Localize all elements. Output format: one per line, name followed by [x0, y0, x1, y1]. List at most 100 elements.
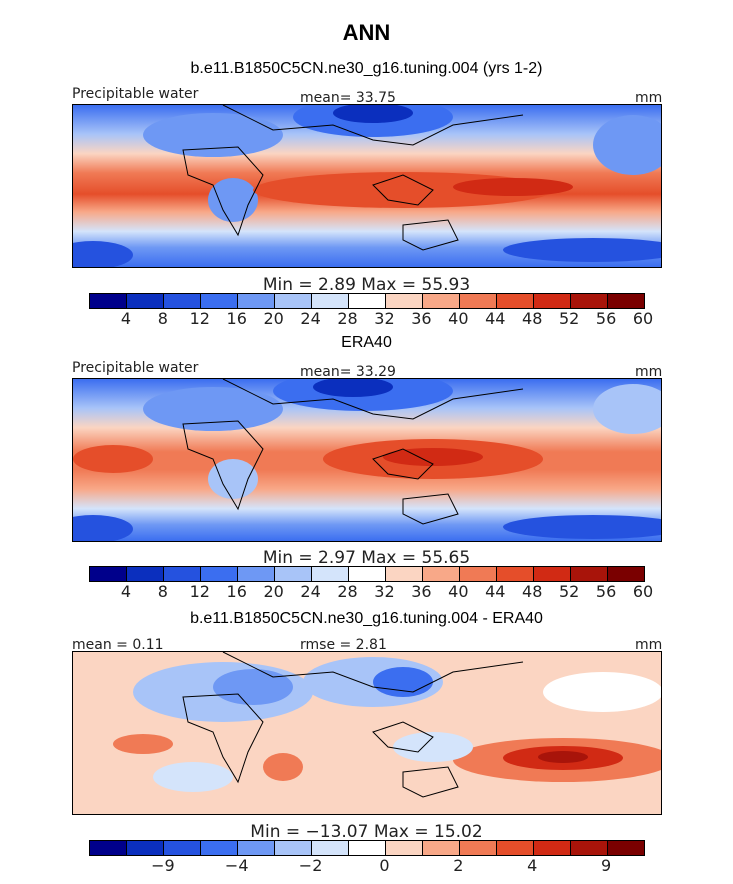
panel2-map [72, 378, 662, 542]
colorbar-swatch [127, 841, 164, 855]
colorbar-swatch [497, 567, 534, 581]
panel2-title: ERA40 [341, 334, 392, 351]
colorbar-tick-label: 48 [522, 309, 543, 328]
panel2-stats: Min = 2.97 Max = 55.65 [262, 548, 471, 568]
colorbar-swatch [312, 841, 349, 855]
figure-title: ANN [342, 20, 391, 45]
colorbar-swatch [571, 567, 608, 581]
panel2-left-label: Precipitable water [72, 360, 199, 376]
panel2-field [73, 379, 661, 541]
colorbar-swatch [238, 841, 275, 855]
colorbar-swatch [349, 841, 386, 855]
colorbar-tick-label: 24 [300, 582, 321, 601]
colorbar-swatch [275, 567, 312, 581]
colorbar-swatch [460, 567, 497, 581]
colorbar-tick-label: 16 [226, 309, 247, 328]
colorbar-swatch [386, 567, 423, 581]
colorbar-tick-label: 4 [527, 856, 538, 875]
panel3-field [73, 652, 661, 814]
colorbar-tick-label: 52 [558, 582, 580, 601]
colorbar-tick-label: −2 [298, 856, 323, 875]
panel3-rmse-label: rmse = 2.81 [300, 637, 387, 653]
panel2-colorbar [89, 566, 645, 582]
colorbar-tick-label: 44 [485, 309, 506, 328]
colorbar-swatch [497, 841, 534, 855]
colorbar-tick-label: 8 [157, 309, 168, 328]
colorbar-tick-label: 20 [263, 309, 284, 328]
colorbar-tick-label: 16 [226, 582, 247, 601]
panel1-colorbar [89, 293, 645, 309]
colorbar-tick-label: 32 [374, 309, 395, 328]
colorbar-swatch [90, 567, 127, 581]
colorbar-tick-label: 36 [411, 582, 432, 601]
colorbar-swatch [127, 294, 164, 308]
panel2-colorbar-ticks: 4 8 12 16 20 24 28 32 36 40 44 48 52 56 60 [89, 582, 653, 602]
colorbar-swatch [312, 294, 349, 308]
colorbar-swatch [423, 294, 460, 308]
panel1-stats: Min = 2.89 Max = 55.93 [262, 275, 471, 295]
panel3-units: mm [635, 637, 663, 653]
colorbar-tick-label: 28 [337, 582, 358, 601]
colorbar-swatch [423, 567, 460, 581]
colorbar-tick-label: 40 [448, 309, 469, 328]
colorbar-swatch [386, 294, 423, 308]
colorbar-tick-label: 8 [157, 582, 168, 601]
colorbar-swatch [349, 567, 386, 581]
colorbar-swatch [460, 841, 497, 855]
colorbar-tick-label: 20 [263, 582, 284, 601]
colorbar-swatch [164, 294, 201, 308]
panel3-map [72, 651, 662, 815]
colorbar-tick-label: 4 [120, 309, 132, 328]
colorbar-tick-label: 9 [600, 856, 612, 875]
panel1-title: b.e11.B1850C5CN.ne30_g16.tuning.004 (yrs… [190, 60, 543, 77]
panel3-colorbar [89, 840, 645, 856]
colorbar-tick-label: 12 [189, 582, 210, 601]
panel2-center-label: mean= 33.29 [300, 364, 396, 380]
colorbar-tick-label: 36 [411, 309, 432, 328]
colorbar-tick-label: 56 [595, 582, 617, 601]
colorbar-tick-label: 12 [189, 309, 210, 328]
panel1-left-label: Precipitable water [72, 86, 199, 102]
colorbar-tick-label: −4 [224, 856, 249, 875]
colorbar-tick-label: 40 [448, 582, 469, 601]
colorbar-swatch [571, 841, 608, 855]
colorbar-swatch [608, 567, 644, 581]
panel1-field [73, 105, 661, 267]
colorbar-swatch [90, 294, 127, 308]
panel2-units: mm [635, 364, 663, 380]
colorbar-tick-label: 28 [337, 309, 358, 328]
colorbar-swatch [275, 294, 312, 308]
colorbar-swatch [312, 567, 349, 581]
colorbar-swatch [127, 567, 164, 581]
panel1-center-label: mean= 33.75 [300, 90, 396, 106]
colorbar-tick-label: 2 [453, 856, 464, 875]
colorbar-swatch [349, 294, 386, 308]
colorbar-tick-label: −9 [151, 856, 175, 875]
colorbar-tick-label: 52 [558, 309, 580, 328]
colorbar-tick-label: 48 [522, 582, 543, 601]
colorbar-tick-label: 60 [632, 309, 654, 328]
colorbar-swatch [90, 841, 127, 855]
colorbar-swatch [201, 294, 238, 308]
colorbar-swatch [423, 841, 460, 855]
colorbar-swatch [238, 567, 275, 581]
colorbar-swatch [571, 294, 608, 308]
panel3-mean-label: mean = 0.11 [72, 637, 164, 653]
colorbar-swatch [201, 567, 238, 581]
colorbar-tick-label: 56 [595, 309, 617, 328]
colorbar-swatch [386, 841, 423, 855]
colorbar-swatch [460, 294, 497, 308]
colorbar-swatch [497, 294, 534, 308]
panel1-colorbar-ticks: 4 8 12 16 20 24 28 32 36 40 44 48 52 56 60 [89, 309, 653, 329]
colorbar-swatch [608, 294, 644, 308]
colorbar-swatch [275, 841, 312, 855]
panel3-colorbar-ticks: −9 −4 −2 0 2 4 9 [89, 856, 643, 876]
panel3-title: b.e11.B1850C5CN.ne30_g16.tuning.004 - ER… [190, 610, 543, 627]
panel1-map [72, 104, 662, 268]
colorbar-tick-label: 4 [120, 582, 132, 601]
colorbar-swatch [164, 567, 201, 581]
colorbar-swatch [534, 841, 571, 855]
colorbar-tick-label: 0 [379, 856, 390, 875]
colorbar-tick-label: 44 [485, 582, 506, 601]
colorbar-tick-label: 60 [632, 582, 654, 601]
